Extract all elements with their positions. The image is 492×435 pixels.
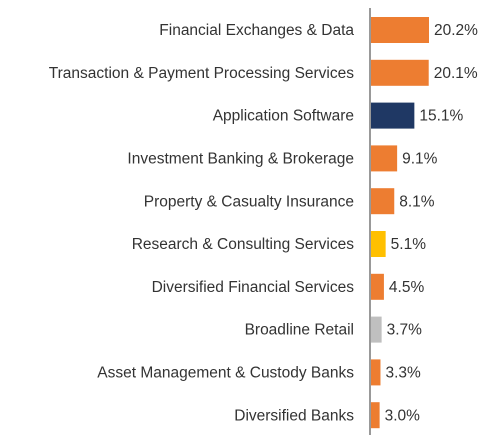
value-label: 20.2% (434, 22, 478, 39)
value-label: 3.0% (385, 407, 421, 424)
bar (371, 402, 380, 429)
category-label: Financial Exchanges & Data (159, 22, 354, 39)
bar (371, 273, 384, 300)
category-label: Investment Banking & Brokerage (127, 150, 354, 167)
bar (371, 188, 395, 215)
value-label: 4.5% (389, 279, 425, 296)
category-label: Diversified Banks (234, 407, 354, 424)
bar (371, 59, 429, 86)
bar (371, 316, 382, 343)
value-label: 20.1% (434, 65, 478, 82)
value-label: 3.7% (387, 322, 423, 339)
bar (371, 145, 398, 172)
bar (371, 102, 415, 129)
category-label: Transaction & Payment Processing Service… (49, 65, 354, 82)
value-label: 9.1% (402, 150, 438, 167)
category-label: Research & Consulting Services (132, 236, 355, 253)
category-label: Application Software (213, 108, 354, 125)
value-label: 3.3% (385, 364, 421, 381)
category-label: Property & Casualty Insurance (144, 193, 354, 210)
bar (371, 17, 429, 43)
value-label: 5.1% (391, 236, 427, 253)
value-label: 8.1% (399, 193, 435, 210)
bar (371, 231, 386, 257)
category-label: Diversified Financial Services (152, 279, 355, 296)
category-label: Asset Management & Custody Banks (97, 364, 354, 381)
value-label: 15.1% (419, 108, 463, 125)
bar (371, 359, 381, 386)
category-label: Broadline Retail (245, 322, 354, 339)
